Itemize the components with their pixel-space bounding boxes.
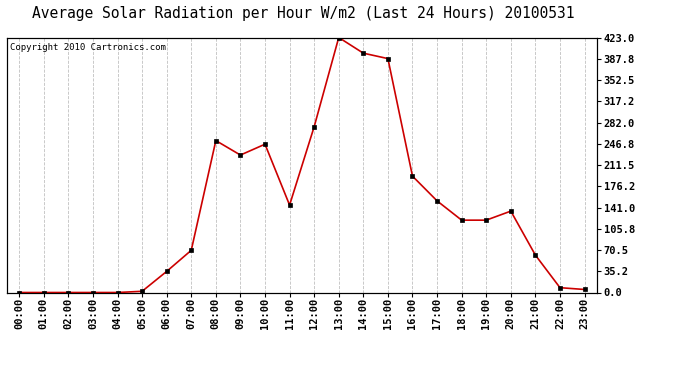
Text: Copyright 2010 Cartronics.com: Copyright 2010 Cartronics.com — [10, 43, 166, 52]
Text: Average Solar Radiation per Hour W/m2 (Last 24 Hours) 20100531: Average Solar Radiation per Hour W/m2 (L… — [32, 6, 575, 21]
